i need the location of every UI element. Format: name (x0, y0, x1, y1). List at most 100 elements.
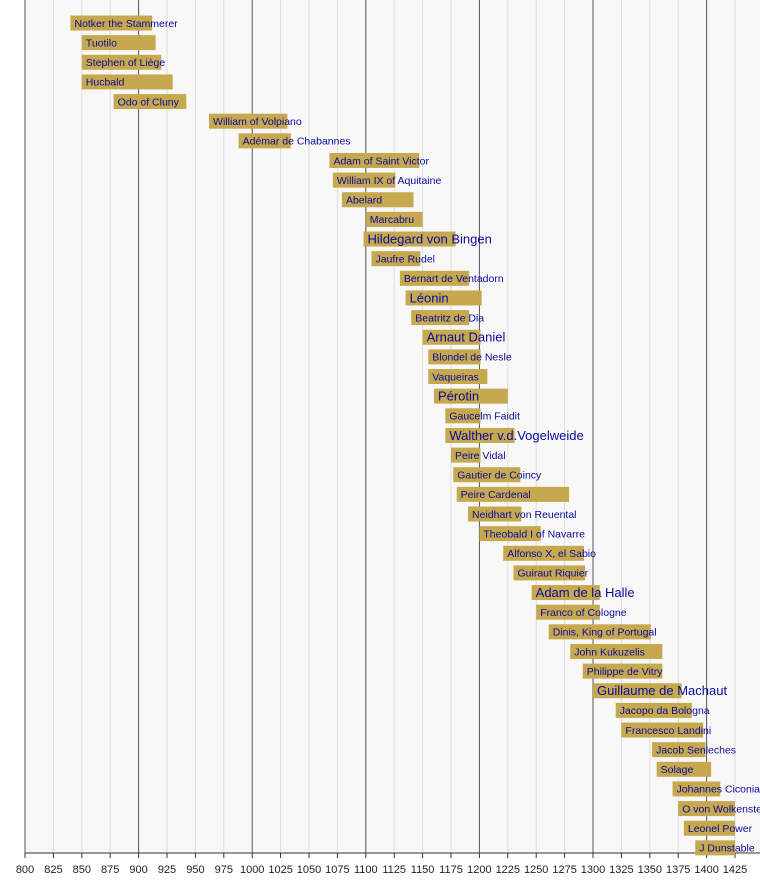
bar-label: Adam de la Halle (536, 585, 635, 600)
bar-label: Dinis, King of Portugal (553, 627, 657, 639)
bar (456, 486, 570, 502)
x-tick-label: 1350 (638, 864, 662, 876)
bar (399, 270, 470, 286)
x-tick-label: 1050 (297, 864, 321, 876)
bar-label: Theobald I of Navarre (483, 528, 585, 540)
x-tick-label: 1225 (496, 864, 520, 876)
bar (453, 467, 521, 483)
bar (652, 742, 706, 758)
x-tick-label: 1425 (723, 864, 747, 876)
bar-label: Hucbald (86, 77, 125, 89)
bar-label: Francesco Landini (625, 725, 711, 737)
bar-label: William IX of Aquitaine (337, 175, 442, 187)
bar (672, 781, 721, 797)
bar (113, 94, 187, 110)
bar-label: Tuotilo (86, 37, 117, 49)
bar-label: Notker the Stammerer (74, 18, 178, 30)
bar-label: Jacopo da Bologna (620, 705, 710, 717)
x-tick-label: 975 (215, 864, 233, 876)
x-tick-label: 1125 (382, 864, 406, 876)
bar (81, 35, 156, 51)
bar-label: Neidhart von Reuental (472, 509, 576, 521)
bar-label: Jacob Senleches (656, 744, 736, 756)
bar-label: Jaufre Rudel (375, 253, 435, 265)
bar-label: Philippe de Vitry (587, 666, 663, 678)
bar (81, 54, 162, 70)
x-tick-label: 850 (73, 864, 91, 876)
bar-label: Adam of Saint Victor (333, 155, 429, 167)
bar-label: Alfonso X, el Sabio (507, 548, 596, 560)
bar-label: O von Wolkenstein (682, 803, 760, 815)
bar-label: Arnaut Daniel (427, 330, 506, 345)
x-tick-label: 950 (186, 864, 204, 876)
bar-label: Beatritz de Dia (415, 312, 484, 324)
bar (695, 840, 736, 856)
bar (683, 820, 736, 836)
bar (365, 211, 423, 227)
bar (422, 329, 481, 345)
bar (428, 369, 488, 385)
bar (451, 447, 481, 463)
x-tick-label: 1200 (467, 864, 491, 876)
bar-label: Walther v.d.Vogelweide (449, 428, 583, 443)
x-tick-label: 1300 (581, 864, 605, 876)
x-tick-label: 1325 (609, 864, 633, 876)
x-tick-label: 1100 (354, 864, 378, 876)
bar-label: Hildegard von Bingen (368, 231, 492, 246)
bar (405, 290, 482, 306)
bar (445, 408, 481, 424)
bar (531, 585, 600, 601)
bar (548, 624, 651, 640)
bar-label: Guillaume de Machaut (597, 683, 727, 698)
x-tick-label: 1250 (524, 864, 548, 876)
x-tick-label: 875 (101, 864, 119, 876)
bar (513, 565, 586, 581)
x-tick-label: 1075 (325, 864, 349, 876)
bar (428, 349, 481, 365)
x-tick-label: 1275 (552, 864, 576, 876)
bar-label: William of Volpiano (213, 116, 302, 128)
bar-label: Pérotin (438, 389, 479, 404)
bar (582, 663, 663, 679)
x-tick-label: 800 (16, 864, 34, 876)
x-tick-label: 1025 (268, 864, 292, 876)
x-tick-label: 1175 (439, 864, 463, 876)
bar-label: Gaucelm Faidit (449, 411, 520, 423)
bar (536, 604, 600, 620)
bar (363, 231, 456, 247)
bar (329, 152, 420, 168)
bar-label: Vaqueiras (432, 371, 479, 383)
bar (656, 761, 712, 777)
bar (341, 192, 414, 208)
bar-label: Gautier de Coincy (457, 470, 542, 482)
x-tick-label: 900 (129, 864, 147, 876)
bar (445, 427, 515, 443)
bar (371, 251, 421, 267)
bar (332, 172, 396, 188)
bar-label: Adémar de Chabannes (243, 136, 351, 148)
x-tick-label: 825 (44, 864, 62, 876)
bar (503, 545, 584, 561)
x-tick-label: 1150 (411, 864, 435, 876)
bar-label: J Dunstable (699, 843, 755, 855)
x-tick-label: 1375 (666, 864, 690, 876)
bar-label: Léonin (410, 290, 449, 305)
bar-label: Bernart de Ventadorn (404, 273, 504, 285)
bar (70, 15, 153, 31)
bar (433, 388, 508, 404)
bar-label: Peire Vidal (455, 450, 506, 462)
bar-label: Stephen of Liège (86, 57, 166, 69)
bar (479, 526, 541, 542)
bar-label: Franco of Cologne (540, 607, 627, 619)
x-tick-label: 1400 (694, 864, 718, 876)
x-tick-label: 1000 (240, 864, 264, 876)
bar-label: Blondel de Nesle (432, 352, 512, 364)
x-tick-label: 925 (158, 864, 176, 876)
bar (593, 683, 682, 699)
bar-label: John Kukuzelis (574, 646, 645, 658)
bar-label: Leonel Power (688, 823, 753, 835)
bar (81, 74, 173, 90)
bar-label: Marcabru (370, 214, 415, 226)
bar-label: Abelard (346, 195, 382, 207)
